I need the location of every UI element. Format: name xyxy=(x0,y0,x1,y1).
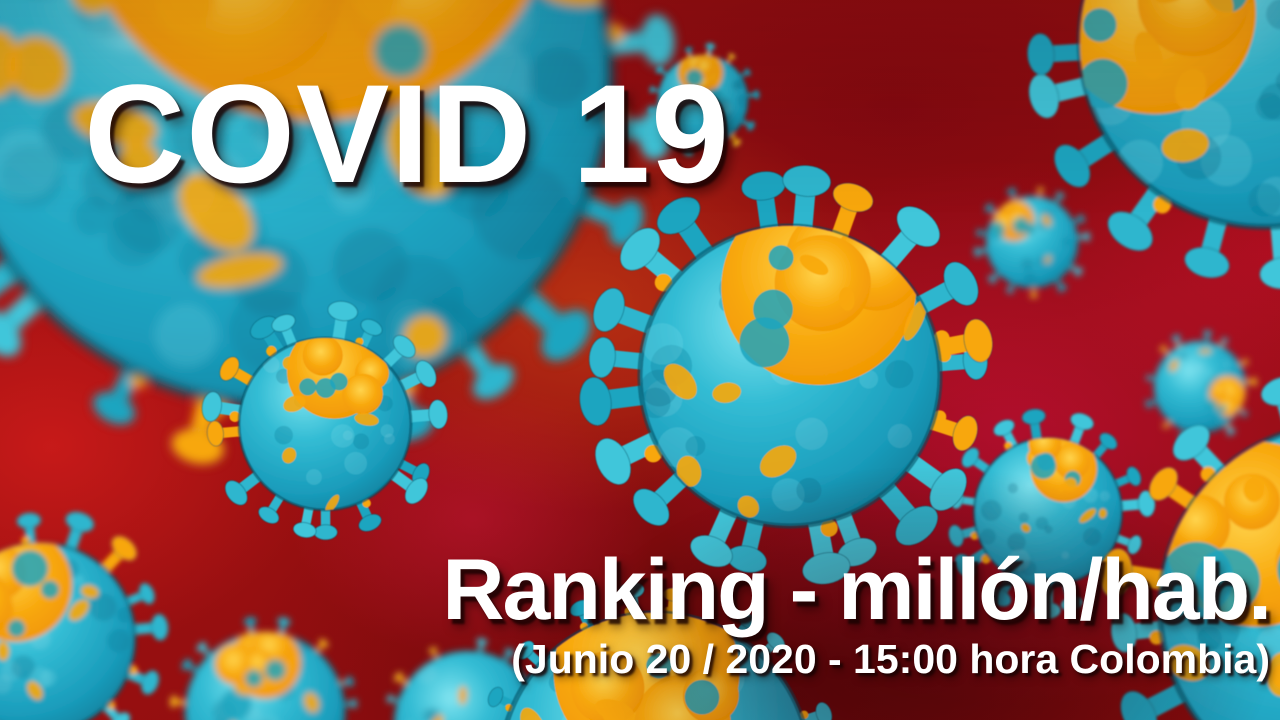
ranking-caption: Ranking - millón/hab. (Junio 20 / 2020 -… xyxy=(442,542,1272,682)
ranking-timestamp: (Junio 20 / 2020 - 15:00 hora Colombia) xyxy=(511,636,1270,682)
virus-particle xyxy=(579,164,993,585)
virus-particle xyxy=(1027,0,1280,290)
virus-particle xyxy=(487,581,833,720)
virus-particle xyxy=(1099,376,1280,720)
virus-particle xyxy=(169,616,358,720)
virus-particle xyxy=(973,186,1091,299)
virus-particle xyxy=(201,300,448,541)
page-title: COVID 19 xyxy=(84,55,730,212)
virus-particle xyxy=(647,42,760,157)
virus-particle xyxy=(0,511,169,720)
virus-particle xyxy=(948,408,1156,620)
ranking-heading: Ranking - millón/hab. xyxy=(442,542,1272,638)
